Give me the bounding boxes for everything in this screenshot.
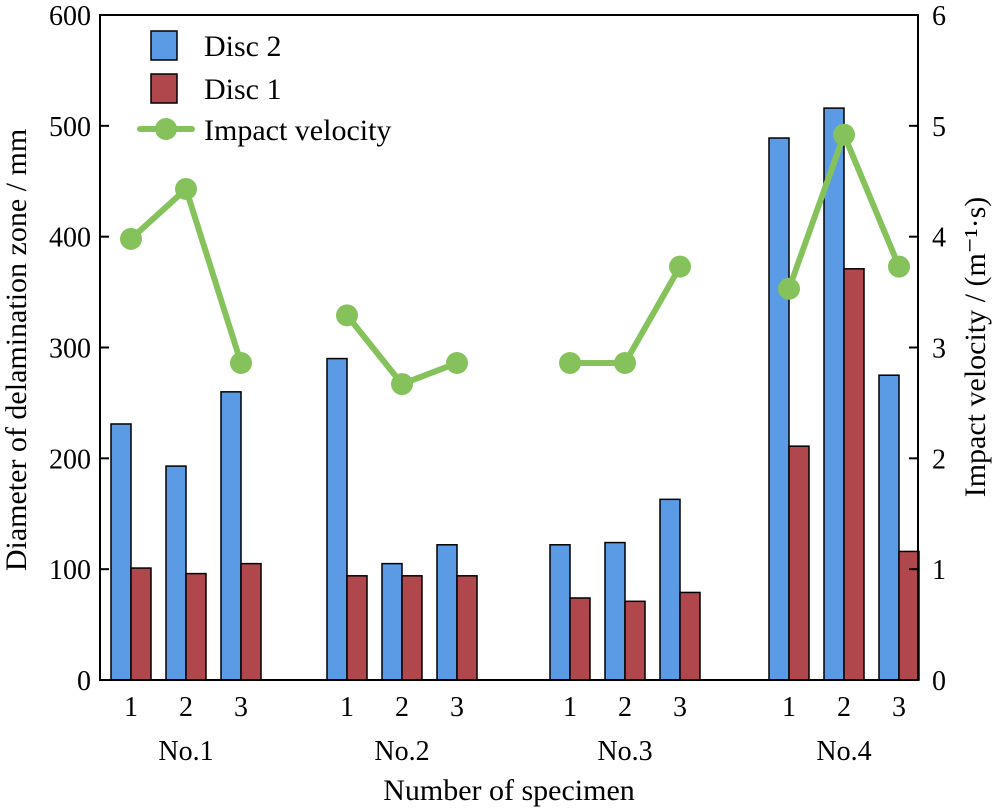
specimen-label-2-2: 2: [395, 692, 409, 723]
specimen-label-4-2: 2: [837, 692, 851, 723]
legend-swatch-disc-2: [150, 30, 178, 61]
specimen-label-1-2: 2: [179, 692, 193, 723]
bar-disc-1-2-1: [346, 575, 368, 681]
bar-disc-1-4-1: [788, 445, 810, 681]
velocity-point-1-3: [230, 352, 252, 375]
legend-marker-impact-velocity: [155, 118, 177, 140]
labels-layer: 1 2 3 No.1 1 2 3 No.2 1 2 3 No.3 1 2 3 No.4: [124, 692, 906, 767]
group-label-3: No.3: [597, 736, 652, 767]
y-right-tick-label-5: 5: [932, 112, 946, 143]
specimen-label-1-3: 3: [234, 692, 248, 723]
velocity-point-1-1: [120, 227, 142, 250]
velocity-point-3-3: [669, 255, 691, 278]
y-left-tick-label-0: 0: [77, 666, 91, 697]
bar-disc-2-4-1: [768, 137, 790, 681]
y-right-tick-label-6: 6: [932, 1, 946, 32]
bar-disc-1-1-2: [185, 572, 207, 681]
group-label-4: No.4: [816, 736, 871, 767]
legend: Disc 2 Disc 1 Impact velocity: [137, 30, 391, 147]
bar-disc-1-2-3: [456, 575, 478, 681]
velocity-line-group-3: [570, 265, 683, 367]
velocity-point-1-2: [175, 178, 197, 201]
bar-disc-2-3-3: [659, 498, 681, 681]
specimen-label-2-3: 3: [450, 692, 464, 723]
bar-disc-1-3-2: [624, 600, 646, 681]
specimen-label-4-3: 3: [892, 692, 906, 723]
velocity-point-2-3: [446, 352, 468, 375]
group-label-1: No.1: [158, 736, 213, 767]
velocity-point-4-3: [888, 255, 910, 278]
bar-disc-2-2-2: [381, 562, 403, 681]
y-axis-title-right: Impact velocity / (m⁻¹·s): [959, 197, 992, 498]
specimen-label-1-1: 1: [124, 692, 138, 723]
velocity-point-3-2: [614, 352, 636, 375]
legend-label-disc-1: Disc 1: [204, 73, 282, 106]
bar-disc-2-1-3: [220, 391, 242, 681]
specimen-label-2-1: 1: [340, 692, 354, 723]
y-right-tick-label-3: 3: [932, 334, 946, 365]
y-left-tick-label-500: 500: [49, 112, 91, 143]
specimen-label-3-1: 1: [563, 692, 577, 723]
y-right-tick-label-1: 1: [932, 555, 946, 586]
bar-disc-1-1-1: [130, 567, 152, 681]
velocity-point-4-1: [778, 277, 800, 300]
group-label-2: No.2: [374, 736, 429, 767]
lines-layer: [120, 123, 910, 396]
y-right-tick-label-4: 4: [932, 223, 946, 254]
bar-disc-1-1-3: [240, 562, 262, 681]
y-left-tick-label-200: 200: [49, 444, 91, 475]
ticks-layer: 0 100 200 300 400 500 600 0 1 2 3 4 5 6: [49, 1, 946, 697]
bars-layer: [110, 107, 920, 681]
bar-disc-1-4-2: [843, 268, 865, 681]
velocity-point-2-2: [391, 373, 413, 396]
bar-disc-1-3-1: [569, 597, 591, 681]
velocity-point-3-1: [559, 352, 581, 375]
y-left-tick-label-400: 400: [49, 223, 91, 254]
velocity-point-4-2: [833, 123, 855, 146]
velocity-point-2-1: [336, 304, 358, 327]
bar-disc-2-3-2: [604, 541, 626, 681]
specimen-label-3-3: 3: [673, 692, 687, 723]
y-axis-title-left: Diameter of delamination zone / mm: [0, 129, 33, 571]
y-left-tick-label-100: 100: [49, 555, 91, 586]
bar-disc-1-4-3: [898, 550, 920, 681]
bar-disc-2-1-2: [165, 465, 187, 681]
bar-disc-2-2-1: [326, 357, 348, 681]
bar-disc-2-3-1: [549, 544, 571, 681]
bar-disc-1-2-2: [401, 575, 423, 681]
bar-disc-2-4-3: [878, 374, 900, 681]
bar-disc-2-2-3: [436, 544, 458, 681]
specimen-label-4-1: 1: [782, 692, 796, 723]
bar-disc-2-1-1: [110, 423, 132, 681]
velocity-line-group-1: [128, 186, 244, 364]
legend-swatch-disc-1: [150, 73, 178, 104]
y-right-tick-label-2: 2: [932, 444, 946, 475]
y-left-tick-label-600: 600: [49, 1, 91, 32]
legend-label-impact-velocity: Impact velocity: [204, 114, 391, 147]
y-right-tick-label-0: 0: [932, 666, 946, 697]
legend-label-disc-2: Disc 2: [204, 30, 282, 63]
x-axis-title: Number of specimen: [383, 774, 635, 807]
bar-disc-1-3-3: [679, 591, 701, 681]
y-left-tick-label-300: 300: [49, 334, 91, 365]
specimen-label-3-2: 2: [618, 692, 632, 723]
bar-disc-2-4-2: [823, 107, 845, 681]
